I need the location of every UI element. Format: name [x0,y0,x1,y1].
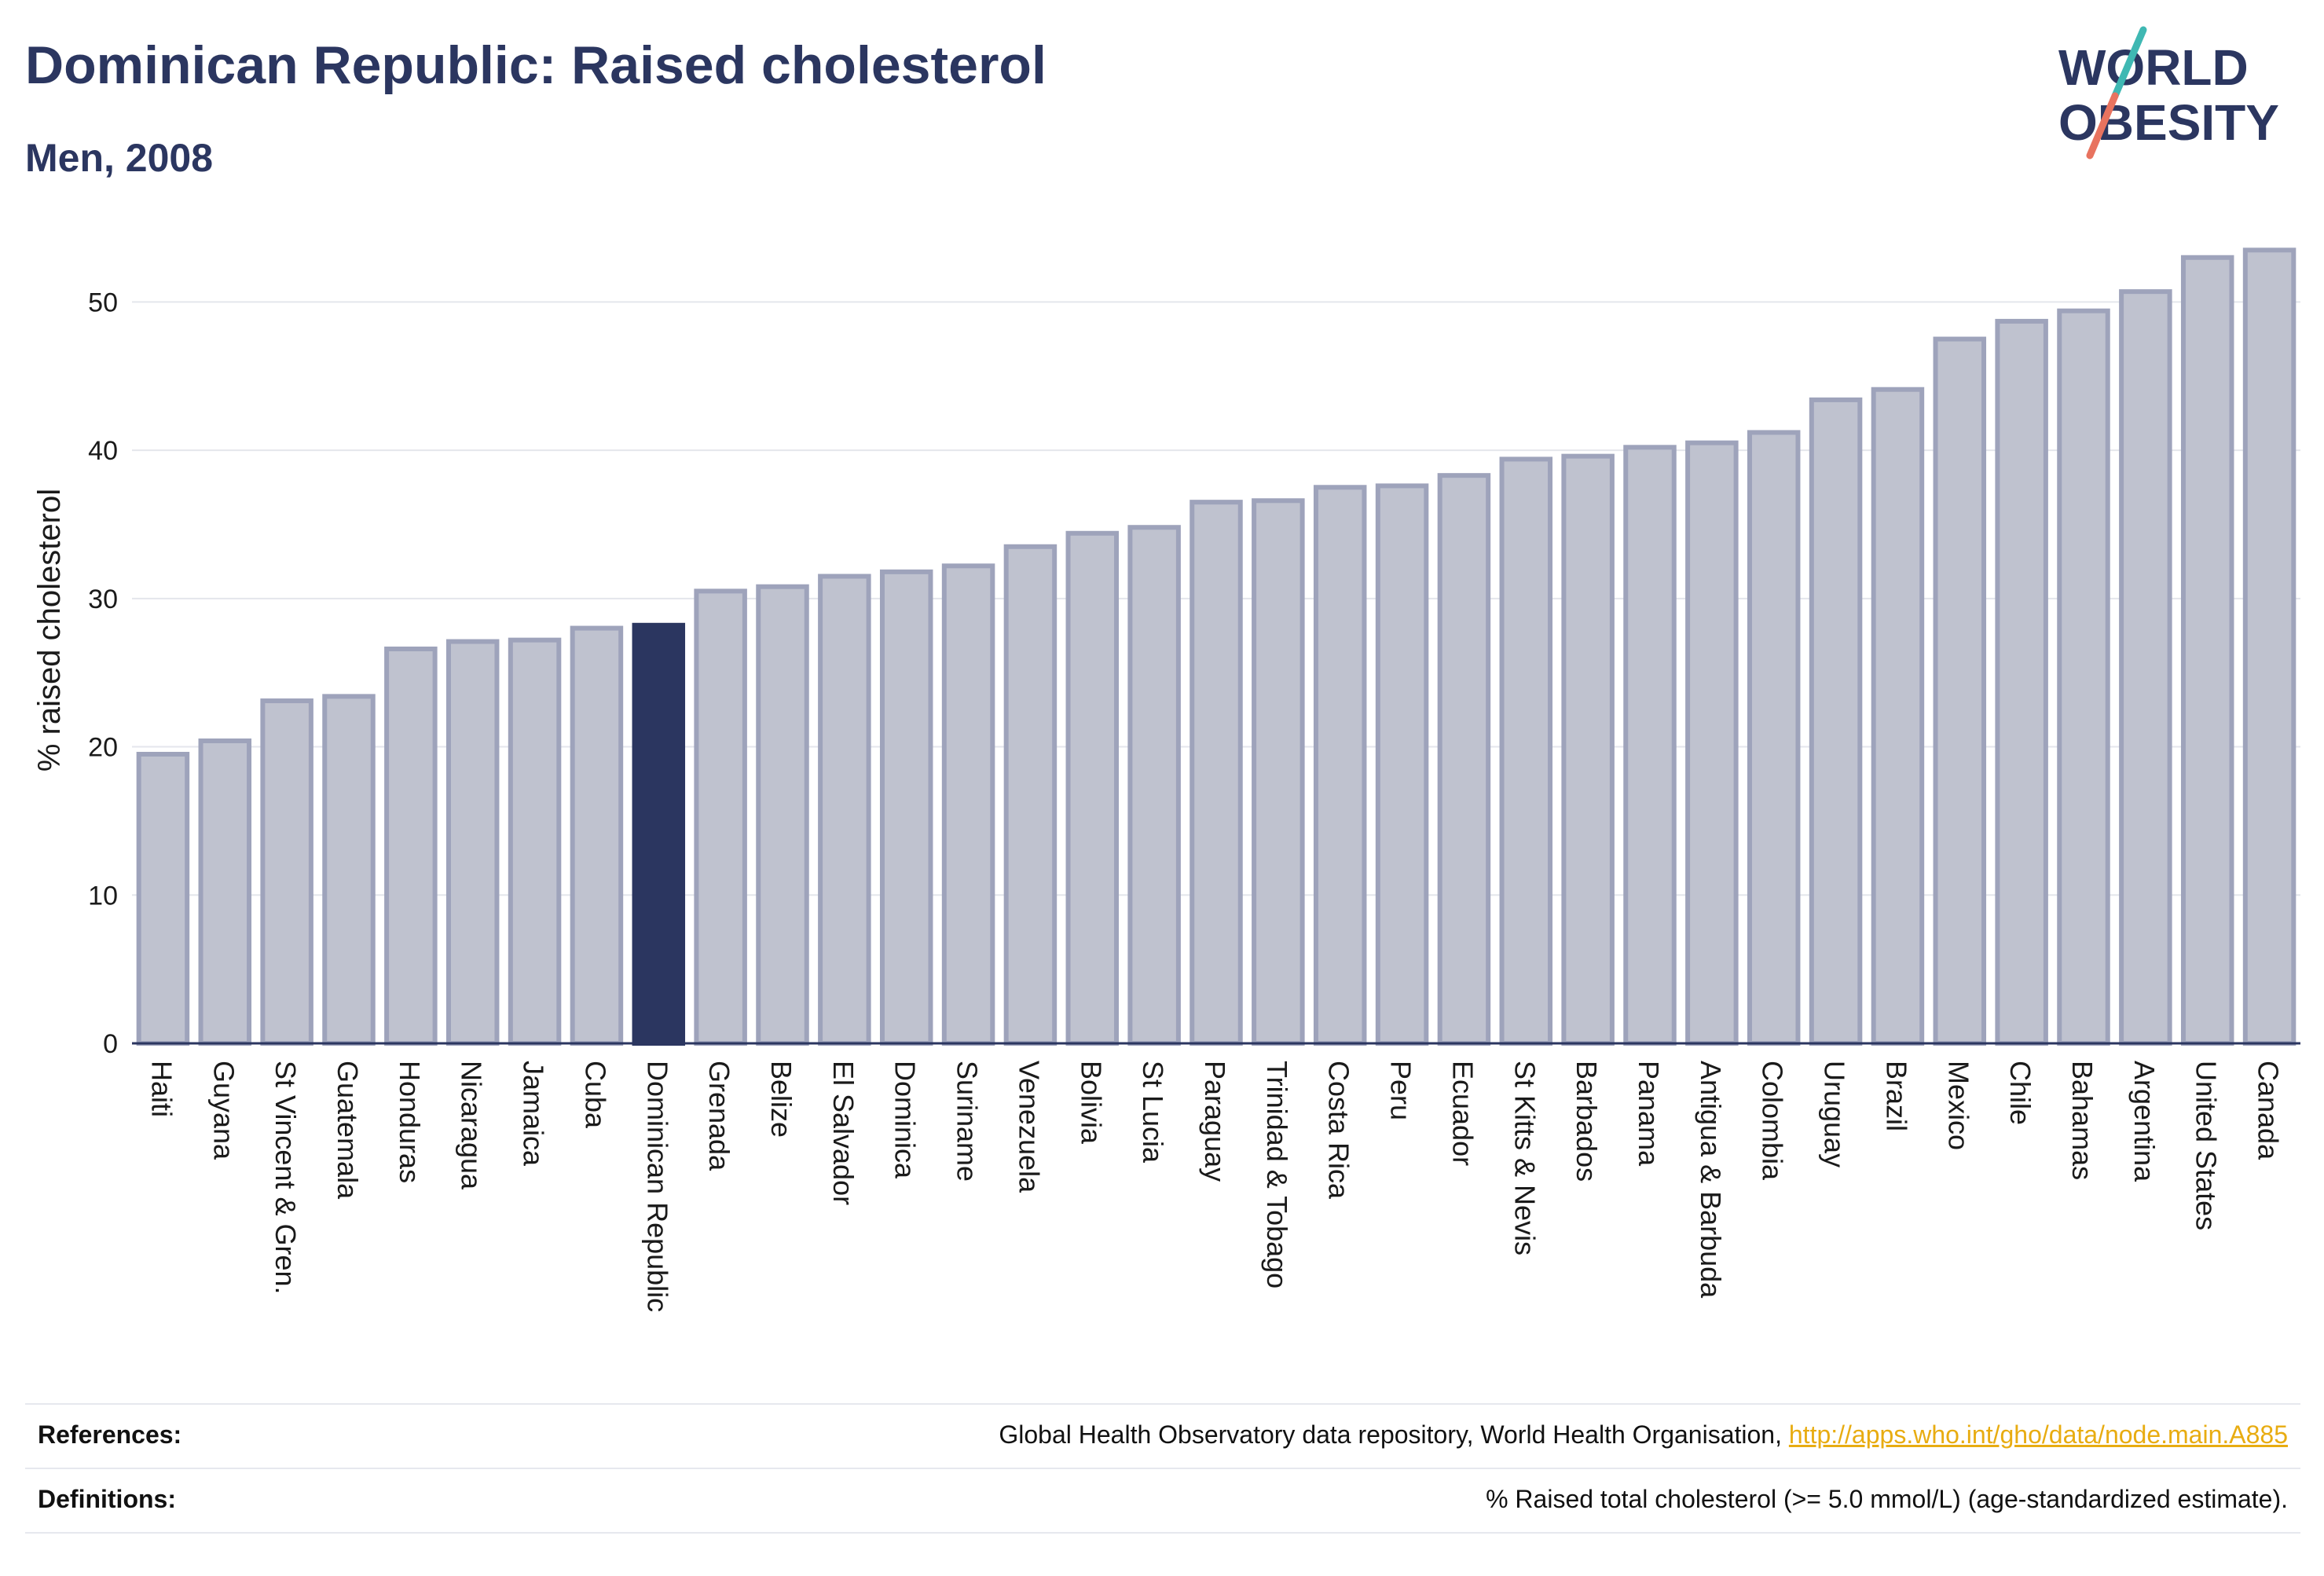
x-tick-label: St Kitts & Nevis [1508,1061,1541,1255]
bar-ecuador [1437,473,1491,1046]
bar-mexico [1933,336,1987,1046]
bar-guatemala [322,694,376,1046]
bar-united-states [2180,255,2234,1046]
x-axis: Haiti Guyana St Vincent & Gren. Guatemala Ho… [132,1042,2300,1312]
x-tick-label: Costa Rica [1323,1061,1355,1200]
x-tick-label: Paraguay [1199,1061,1231,1182]
y-tick-label: 30 [88,585,118,614]
bar-paraguay [1189,500,1243,1046]
bar-canada [2242,247,2297,1046]
y-tick-label: 0 [103,1029,118,1059]
logo-line-1: WORLD [2058,39,2249,96]
bar-peru [1375,483,1429,1046]
bar-honduras [384,646,438,1046]
x-tick-label: Guatemala [332,1061,364,1200]
bar-venezuela [1003,544,1058,1046]
x-tick-label: Bahamas [2066,1061,2099,1180]
y-axis: 0 10 20 30 40 50 [88,288,118,1059]
x-tick-label: Honduras [394,1061,426,1183]
x-tick-label: St Vincent & Gren. [269,1061,302,1295]
x-tick-label: Peru [1385,1061,1417,1120]
y-tick-label: 50 [88,288,118,317]
x-tick-label: Venezuela [1013,1061,1045,1193]
x-tick-label: Argentina [2128,1061,2161,1182]
x-tick-label: Cuba [579,1061,611,1129]
x-tick-label: Trinidad & Tobago [1261,1061,1293,1288]
bar-el-salvador [818,574,871,1046]
world-obesity-logo: WORLD OBESITY [2058,26,2279,159]
bar-belize [756,584,809,1046]
y-axis-label: % raised cholesterol [32,489,67,772]
bar-costa-rica [1313,485,1367,1046]
bar-st-lucia [1127,525,1181,1046]
bar-suriname [941,563,995,1046]
x-tick-label: United States [2190,1061,2223,1230]
x-tick-label: Canada [2253,1061,2285,1160]
bar-dominica [879,569,933,1046]
definitions-label: Definitions: [38,1485,176,1513]
references-row: References: Global Health Observatory da… [25,1403,2300,1468]
x-tick-label: Dominican Republic [641,1061,673,1312]
x-tick-label: Belize [765,1061,797,1138]
references-source: Global Health Observatory data repositor… [999,1420,1789,1449]
bar-nicaragua [445,639,500,1046]
logo-coral-slash [2086,92,2119,159]
x-tick-label: Guyana [207,1061,240,1160]
x-tick-label: Barbados [1571,1061,1603,1182]
bar-bahamas [2057,308,2110,1046]
x-tick-label: Ecuador [1446,1061,1479,1166]
references-text: Global Health Observatory data repositor… [999,1420,2288,1450]
bar-brazil [1871,387,1925,1046]
x-tick-label: Brazil [1880,1061,1912,1131]
x-tick-label: Mexico [1942,1061,1974,1150]
x-tick-label: Chile [2004,1061,2036,1125]
bar-uruguay [1809,397,1863,1046]
x-tick-label: Haiti [145,1061,178,1117]
bar-st-vincent-gren- [260,698,313,1046]
bar-st-kitts-nevis [1499,456,1553,1046]
bar-panama [1623,445,1677,1046]
x-tick-label: Bolivia [1075,1061,1107,1145]
x-tick-label: Uruguay [1819,1061,1851,1167]
bar-argentina [2119,289,2172,1046]
x-tick-label: Jamaica [518,1061,550,1167]
bar-jamaica [508,637,562,1046]
references-link[interactable]: http://apps.who.int/gho/data/node.main.A… [1788,1420,2288,1449]
bar-colombia [1747,430,1801,1046]
x-tick-label: Dominica [889,1061,922,1179]
x-tick-label: El Salvador [827,1061,860,1205]
bar-haiti [136,751,190,1046]
bar-grenada [694,588,747,1046]
bar-cuba [570,625,624,1046]
bar-antigua-barbuda [1685,440,1739,1046]
bar-chart: 0 10 20 30 40 50 Haiti Guyana St Vincent & Gren… [32,247,2300,1312]
x-tick-label: Grenada [703,1061,735,1171]
bar-dominican-republic [632,622,686,1046]
bars [136,247,2297,1046]
x-tick-label: Suriname [951,1061,984,1182]
logo-teal-slash [2111,26,2147,100]
x-tick-label: Panama [1633,1061,1665,1167]
chart-subtitle: Men, 2008 [25,136,214,180]
x-tick-label: Antigua & Barbuda [1695,1061,1727,1299]
y-tick-label: 20 [88,733,118,763]
bar-trinidad-tobago [1252,498,1305,1046]
bar-chile [1995,318,2048,1046]
y-tick-label: 40 [88,436,118,466]
bar-barbados [1561,453,1615,1046]
footer-bottom-rule [25,1532,2300,1534]
bar-bolivia [1065,530,1120,1046]
chart-title: Dominican Republic: Raised cholesterol [25,35,1047,95]
x-tick-label: St Lucia [1137,1061,1169,1164]
definitions-text: % Raised total cholesterol (>= 5.0 mmol/… [1486,1485,2288,1513]
y-tick-label: 10 [88,881,118,911]
bar-guyana [198,738,252,1046]
references-label: References: [38,1420,182,1449]
definitions-row: Definitions: % Raised total cholesterol … [25,1468,2300,1532]
x-tick-label: Colombia [1757,1061,1789,1181]
x-tick-label: Nicaragua [456,1061,488,1190]
